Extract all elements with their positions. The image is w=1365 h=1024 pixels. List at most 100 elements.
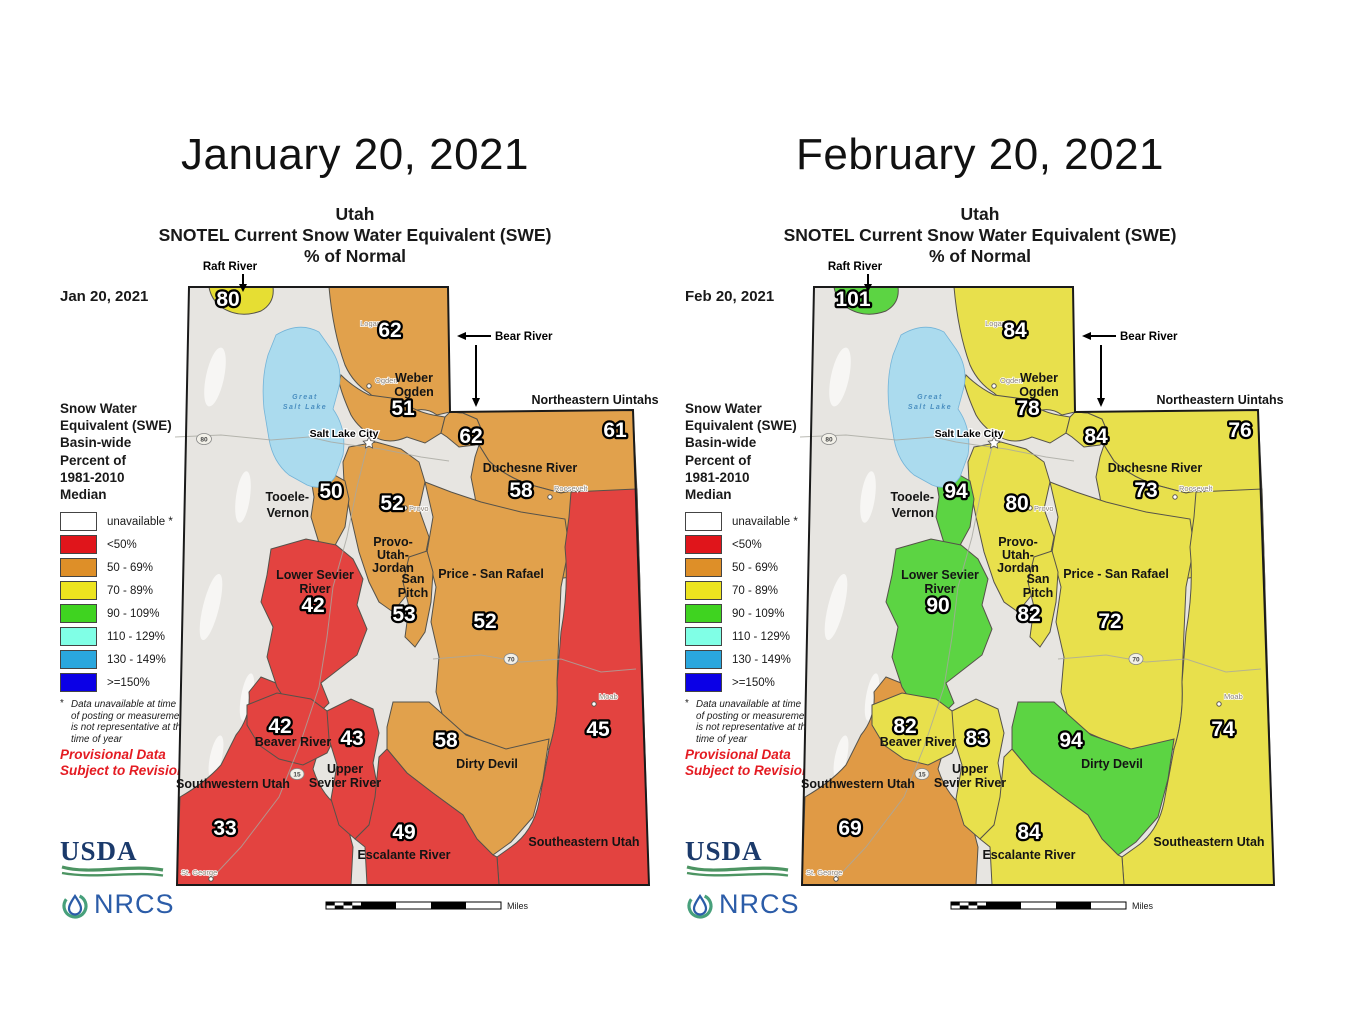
legend-title-line: 1981-2010 — [685, 469, 750, 485]
basin-label-dirty-devil: Dirty Devil — [1081, 757, 1143, 771]
basin-value-upper-sevier-river: 83 — [965, 727, 988, 750]
legend-swatch-110-129 — [60, 627, 97, 647]
scale-tick: 80 — [1086, 915, 1096, 917]
basin-tooele-vernon — [935, 472, 975, 550]
basin-value-san-pitch: 53 — [392, 603, 415, 626]
city-dot-roosevelt — [547, 494, 553, 500]
footnote-line: time of year — [696, 733, 748, 745]
basin-label-southeastern-utah: Southeastern Utah — [1153, 835, 1264, 849]
legend-title-line: Basin-wide — [60, 435, 132, 451]
water-drop-icon — [62, 893, 88, 919]
basin-price-san-rafael — [1049, 481, 1195, 758]
city-label-provo: Provo — [1034, 504, 1054, 513]
legend-item-label: 50 - 69% — [107, 561, 154, 574]
legend-item-label: unavailable * — [107, 515, 173, 528]
legend-item-label: 50 - 69% — [732, 561, 779, 574]
basin-value-weber-ogden: 78 — [1016, 397, 1040, 420]
basin-label-price-san-rafael: Price - San Rafael — [438, 567, 544, 581]
bear-river-arrowhead-down-icon — [1097, 398, 1105, 407]
city-label-ogden: Ogden — [1000, 376, 1023, 385]
basin-label-lower-sevier-river: Lower Sevier — [901, 568, 979, 582]
basin-label-price-san-rafael: Price - San Rafael — [1063, 567, 1169, 581]
scale-tick: 0 — [949, 915, 954, 917]
great-salt-lake-label: Great — [917, 394, 943, 401]
city-label-st-george: St. George — [806, 868, 842, 877]
basin-beaver-river — [871, 692, 963, 766]
provisional-notice: Provisional Data Subject to Revision — [685, 747, 810, 779]
legend-title-line: 1981-2010 — [60, 469, 125, 485]
basin-label-escalante-river: Escalante River — [357, 848, 450, 862]
map-title-state: Utah — [960, 204, 1000, 224]
legend-swatch-70-89 — [60, 581, 97, 601]
footnote: * Data unavailable at time of posting or… — [685, 698, 856, 745]
nrcs-logo-text: NRCS — [719, 888, 800, 919]
basin-value-beaver-river: 82 — [893, 715, 916, 738]
city-label-st-george: St. George — [181, 868, 217, 877]
legend-item-label: 70 - 89% — [107, 584, 154, 597]
great-salt-lake — [887, 326, 970, 488]
map-title-units: % of Normal — [303, 246, 407, 266]
legend-items: unavailable * <50% 50 - 69% 70 - 89% 90 … — [60, 512, 230, 693]
legend-title-line: Percent of — [60, 452, 127, 468]
basin-label-southwestern-utah: Southwestern Utah — [801, 777, 915, 791]
scale-tick: 60 — [1051, 915, 1061, 917]
legend-item: unavailable * — [685, 512, 855, 532]
i70-shield: 70 — [1128, 653, 1144, 665]
basin-label-san-pitch: San — [402, 572, 425, 586]
basin-value-tooele-vernon: 50 — [319, 480, 342, 503]
legend-item-label: <50% — [732, 538, 762, 551]
basin-tooele-vernon — [310, 472, 350, 550]
basin-raft-river — [208, 286, 274, 315]
legend-item: 110 - 129% — [60, 627, 230, 647]
legend-item: <50% — [685, 535, 855, 555]
water-drop-icon — [687, 893, 713, 919]
footnote-line: of posting or measurement — [696, 710, 813, 722]
legend-swatch-90-109 — [685, 604, 722, 624]
legend: Snow Water Equivalent (SWE) Basin-wide P… — [60, 400, 230, 696]
city-dot-st-george — [833, 876, 839, 882]
page-title: January 20, 2021 — [180, 130, 530, 179]
basin-southeastern-utah — [1121, 488, 1275, 886]
usda-swoosh-icon — [61, 865, 164, 877]
scale-bar: 0 10 20 40 60 80 100 Miles — [324, 901, 529, 917]
i15-shield-number: 15 — [918, 772, 926, 779]
basin-label-lower-sevier-river: Lower Sevier — [276, 568, 354, 582]
bear-river-annotation: Bear River — [1082, 331, 1178, 407]
scale-tick: 40 — [1016, 915, 1026, 917]
legend-item: 70 - 89% — [685, 581, 855, 601]
basin-values: 80 62 51 62 61 58 50 52 52 42 53 45 42 4… — [211, 286, 629, 847]
legend-item: 50 - 69% — [60, 558, 230, 578]
city-label-salt-lake-city: Salt Lake City — [310, 428, 379, 440]
legend-swatch-90-109 — [60, 604, 97, 624]
footnote-line: of posting or measurement — [71, 710, 188, 722]
raft-river-arrowhead-icon — [864, 284, 872, 292]
salt-lake-city-star-icon — [987, 436, 1001, 449]
basin-label-northeastern-uintahs: Northeastern Uintahs — [531, 393, 658, 407]
basin-label-tooele-vernon: Vernon — [892, 506, 934, 520]
basin-label-escalante-river: Escalante River — [982, 848, 1075, 862]
scale-tick: 60 — [426, 915, 436, 917]
raft-river-annotation: Raft River — [203, 261, 258, 292]
basin-weber-ogden — [963, 374, 1071, 444]
legend-swatch-50-69 — [60, 558, 97, 578]
great-salt-lake-label: Salt Lake — [283, 404, 327, 411]
legend-item-label: >=150% — [732, 676, 775, 689]
legend-swatch-130-149 — [685, 650, 722, 670]
basin-label-san-pitch: San — [1027, 572, 1050, 586]
basin-label-lower-sevier-river: River — [924, 582, 955, 596]
basin-lower-sevier-river — [885, 538, 993, 718]
footnote-line: Data unavailable at time — [696, 699, 802, 710]
basin-value-upper-sevier-river: 43 — [340, 727, 363, 750]
i80-shield-number: 80 — [825, 437, 833, 444]
scale-tick: 100 — [1119, 915, 1133, 917]
usda-logo: USDA — [60, 836, 138, 866]
basin-value-dirty-devil: 94 — [1059, 729, 1083, 752]
legend-item: 110 - 129% — [685, 627, 855, 647]
legend-item: <50% — [60, 535, 230, 555]
legend-item-label: 90 - 109% — [107, 607, 160, 620]
annotation-raft-river: Raft River — [828, 261, 883, 273]
legend-item-label: 130 - 149% — [107, 653, 166, 666]
legend-swatch-unavailable — [685, 512, 722, 532]
basin-label-tooele-vernon: Tooele- — [265, 490, 309, 504]
salt-lake-city-star-icon — [362, 436, 376, 449]
